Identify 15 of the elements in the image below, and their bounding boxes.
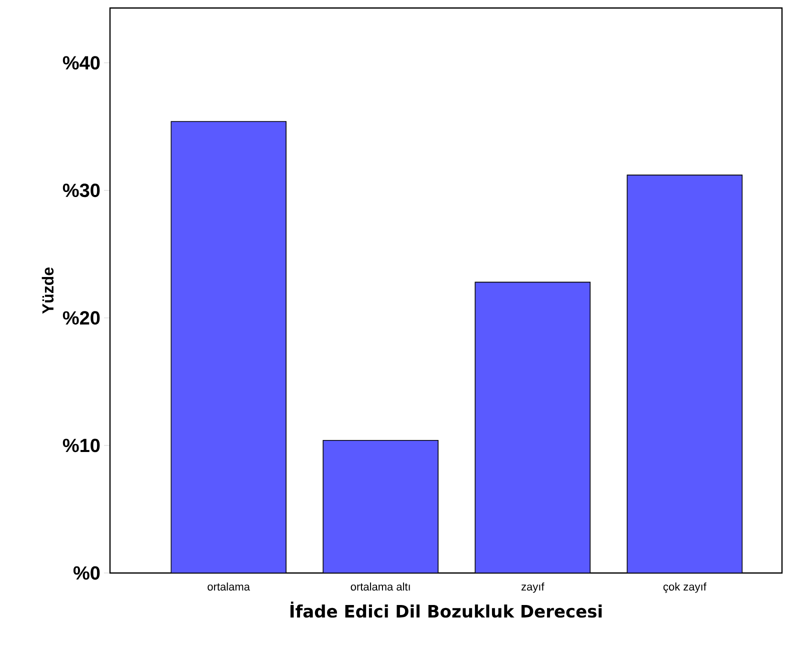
bar	[171, 122, 286, 573]
y-tick-label: %0	[73, 566, 100, 580]
x-tick-label: zayıf	[521, 582, 544, 593]
y-axis-title: Yüzde	[42, 267, 54, 314]
bar	[322, 440, 439, 573]
x-axis-title: İfade Edici Dil Bozukluk Derecesi	[290, 602, 602, 618]
y-tick-label: %20	[62, 311, 100, 325]
x-tick-label: ortalama	[208, 582, 250, 591]
bar	[474, 282, 591, 573]
bar	[626, 174, 743, 573]
x-tick-label: çok zayıf	[663, 582, 706, 593]
y-tick-label: %30	[62, 184, 100, 198]
x-tick-label: ortalama altı	[350, 582, 410, 591]
y-tick-label: %10	[62, 438, 100, 452]
y-tick-label: %40	[62, 56, 100, 70]
